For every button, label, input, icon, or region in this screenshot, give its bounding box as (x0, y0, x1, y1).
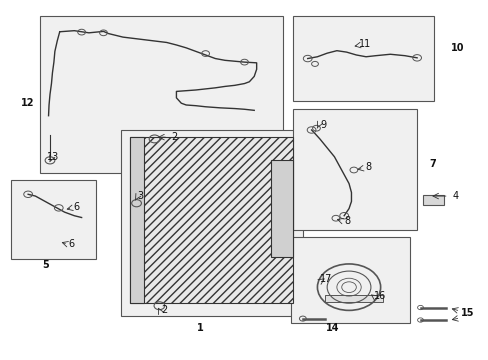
Text: 5: 5 (41, 260, 48, 270)
Text: 2: 2 (161, 305, 167, 315)
Text: 15: 15 (460, 308, 473, 318)
Bar (130, 137, 292, 303)
Bar (130, 137, 143, 303)
Text: 17: 17 (319, 274, 331, 284)
Text: 14: 14 (325, 323, 339, 333)
Text: 9: 9 (320, 120, 325, 130)
Text: 3: 3 (137, 191, 142, 201)
Bar (324, 295, 382, 302)
Text: 2: 2 (170, 132, 177, 142)
Bar (292, 16, 433, 102)
Bar (292, 109, 416, 230)
Bar (290, 237, 409, 323)
Text: 16: 16 (373, 291, 385, 301)
Text: 1: 1 (197, 323, 203, 333)
Text: 8: 8 (365, 162, 371, 172)
Text: 6: 6 (74, 202, 80, 212)
Bar (120, 130, 302, 316)
Bar (40, 16, 283, 173)
Text: 4: 4 (452, 191, 458, 201)
Text: 8: 8 (344, 216, 350, 226)
Bar (11, 180, 96, 258)
Text: 13: 13 (47, 152, 60, 162)
Text: 11: 11 (358, 39, 370, 49)
Text: 7: 7 (429, 159, 436, 169)
Bar (271, 159, 292, 257)
Bar (423, 195, 443, 205)
Text: 6: 6 (69, 239, 75, 249)
Text: 10: 10 (450, 43, 463, 53)
Text: 12: 12 (21, 98, 35, 108)
